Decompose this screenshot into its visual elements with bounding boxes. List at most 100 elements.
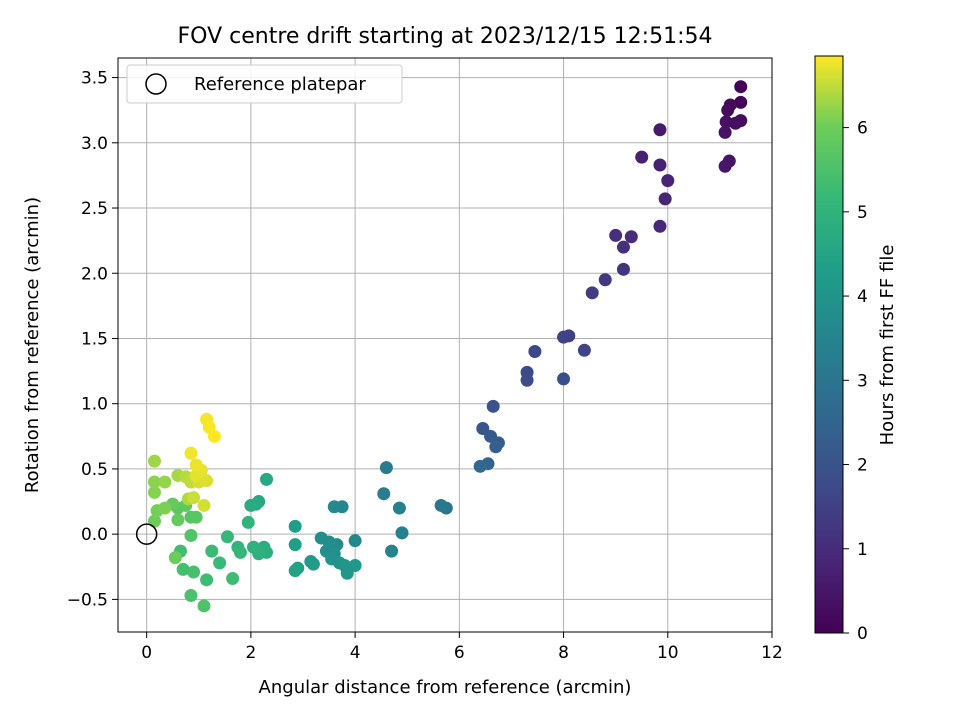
- data-point: [734, 95, 748, 109]
- data-point: [187, 565, 201, 579]
- x-axis-label: Angular distance from reference (arcmin): [259, 677, 632, 698]
- x-tick-label: 10: [657, 643, 679, 663]
- data-point: [718, 159, 732, 173]
- x-tick-label: 6: [454, 643, 465, 663]
- legend-entry-label: Reference platepar: [194, 74, 366, 95]
- colorbar-ticks: 0 1 2 3 4 5 6: [843, 119, 868, 644]
- colorbar-gradient: [814, 55, 844, 634]
- data-point: [616, 262, 630, 276]
- x-axis-ticks: 0 2 4 6 8 10 12: [141, 632, 783, 663]
- data-point: [719, 115, 733, 129]
- data-point: [557, 372, 571, 386]
- data-point: [147, 485, 161, 499]
- data-point: [385, 544, 399, 558]
- data-point: [184, 528, 198, 542]
- data-point: [377, 487, 391, 501]
- data-points: [147, 80, 748, 613]
- y-tick-label: 0.5: [81, 460, 108, 480]
- data-point: [168, 551, 182, 565]
- y-tick-label: 0.0: [81, 525, 108, 545]
- colorbar: 0 1 2 3 4 5 6 Hours from first FF file: [814, 55, 898, 644]
- data-point: [661, 174, 675, 188]
- data-point: [348, 534, 362, 548]
- chart-title: FOV centre drift starting at 2023/12/15 …: [178, 24, 713, 49]
- plot-frame: [117, 57, 773, 633]
- data-point: [718, 125, 732, 139]
- data-point: [205, 544, 219, 558]
- data-point: [288, 538, 302, 552]
- data-point: [171, 513, 185, 527]
- data-point: [653, 123, 667, 137]
- data-point: [246, 540, 260, 554]
- data-point: [244, 498, 258, 512]
- colorbar-tick-label: 5: [857, 203, 868, 223]
- data-point: [327, 500, 341, 514]
- colorbar-tick-label: 3: [857, 371, 868, 391]
- x-tick-label: 8: [558, 643, 569, 663]
- x-tick-label: 12: [761, 643, 783, 663]
- data-point: [207, 429, 221, 443]
- data-point: [658, 192, 672, 206]
- data-point: [226, 572, 240, 586]
- data-point: [306, 557, 320, 571]
- data-point: [197, 498, 211, 512]
- data-point: [379, 461, 393, 475]
- legend-marker-icon: [145, 73, 167, 95]
- data-point: [189, 458, 203, 472]
- data-point: [233, 545, 247, 559]
- data-point: [635, 150, 649, 164]
- data-point: [288, 564, 302, 578]
- data-point: [348, 558, 362, 572]
- data-point: [609, 228, 623, 242]
- data-point: [734, 80, 748, 94]
- data-point: [147, 454, 161, 468]
- data-point: [577, 343, 591, 357]
- data-point: [624, 230, 638, 244]
- data-point: [616, 240, 630, 254]
- data-point: [489, 440, 503, 454]
- data-point: [520, 373, 534, 387]
- data-point: [598, 273, 612, 287]
- colorbar-tick-label: 4: [857, 287, 868, 307]
- data-point: [220, 530, 234, 544]
- y-axis-label: Rotation from reference (arcmin): [22, 197, 43, 493]
- data-point: [528, 345, 542, 359]
- data-point: [213, 556, 227, 570]
- data-point: [184, 446, 198, 460]
- data-point: [288, 519, 302, 533]
- y-tick-label: 2.0: [81, 264, 108, 284]
- colorbar-tick-label: 2: [857, 456, 868, 476]
- grid: [118, 58, 773, 632]
- x-tick-label: 0: [141, 643, 152, 663]
- data-point: [147, 514, 161, 528]
- colorbar-tick-label: 1: [857, 540, 868, 560]
- data-point: [158, 501, 172, 515]
- data-point: [314, 531, 328, 545]
- reference-platepar-marker: [135, 523, 158, 545]
- y-tick-label: 2.5: [81, 199, 108, 219]
- data-point: [721, 103, 735, 117]
- colorbar-tick-label: 0: [857, 624, 868, 644]
- data-point: [653, 158, 667, 172]
- y-tick-label: 1.0: [81, 395, 108, 415]
- data-point: [585, 286, 599, 300]
- data-point: [200, 474, 214, 488]
- x-tick-label: 2: [245, 643, 256, 663]
- y-tick-label: −0.5: [67, 590, 108, 610]
- data-point: [486, 399, 500, 413]
- y-tick-label: 1.5: [81, 329, 108, 349]
- data-point: [197, 599, 211, 613]
- y-tick-label: 3.5: [81, 69, 108, 89]
- colorbar-label: Hours from first FF file: [877, 245, 898, 446]
- y-axis-ticks: −0.5 0.0 0.5 1.0 1.5 2.0 2.5 3.0 3.5: [67, 69, 118, 610]
- y-tick-label: 3.0: [81, 134, 108, 154]
- data-point: [189, 510, 203, 524]
- legend-box: [126, 64, 403, 104]
- legend: Reference platepar: [126, 64, 403, 104]
- data-point: [147, 475, 161, 489]
- x-tick-label: 4: [350, 643, 361, 663]
- data-point: [473, 459, 487, 473]
- data-point: [434, 498, 448, 512]
